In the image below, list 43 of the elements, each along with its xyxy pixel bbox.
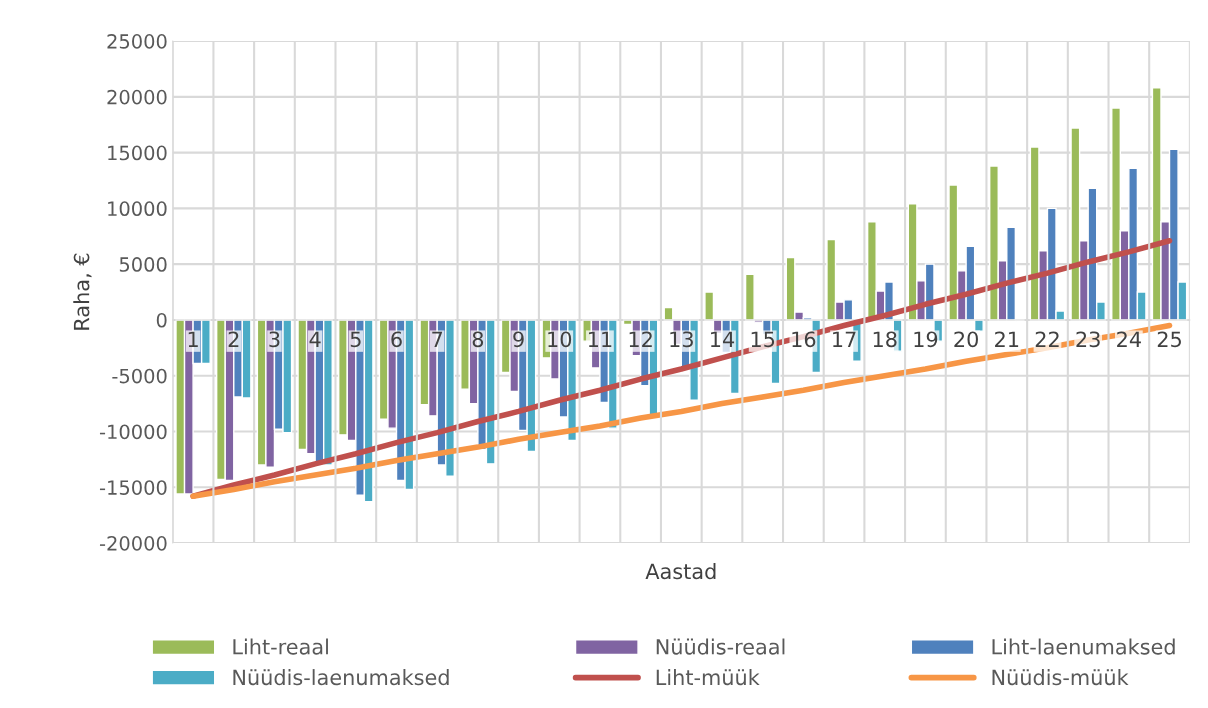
x-tick-label: 25 <box>1157 331 1181 348</box>
x-tick-label: 22 <box>1035 331 1059 347</box>
x-tick-label: 8 <box>472 331 484 348</box>
x-tick-label: 21 <box>995 331 1019 347</box>
y-tick-label: 20000 <box>107 89 167 105</box>
y-tick-label: -20000 <box>99 535 167 551</box>
x-tick-label: 17 <box>833 331 856 347</box>
y-tick-label: 15000 <box>108 145 167 161</box>
x-tick-label: 1 <box>188 331 198 347</box>
x-tick-label: 6 <box>391 331 402 348</box>
legend-label: Nüüdis-laenumaksed <box>233 669 449 686</box>
y-tick-label: 0 <box>156 312 167 328</box>
y-tick-label: 5000 <box>119 257 167 272</box>
x-tick-label: 20 <box>954 331 978 348</box>
x-tick-label: 15 <box>751 331 775 348</box>
legend-label: Nüüdis-müük <box>992 669 1129 686</box>
x-tick-label: 11 <box>588 331 612 347</box>
x-tick-label: 16 <box>792 331 816 348</box>
x-tick-label: 3 <box>269 331 280 348</box>
x-tick-label: 10 <box>548 331 572 348</box>
x-tick-label: 9 <box>513 331 524 348</box>
x-tick-label: 19 <box>914 331 938 348</box>
y-tick-label: -5000 <box>112 368 167 384</box>
x-tick-label: 7 <box>432 331 443 347</box>
x-tick-label: 13 <box>670 331 693 348</box>
legend-label: Liht-müük <box>656 669 760 686</box>
x-tick-label: 14 <box>711 331 735 347</box>
x-tick-label: 23 <box>1076 331 1100 348</box>
y-tick-label: -15000 <box>99 480 167 495</box>
x-axis-title: Aastad <box>645 563 716 580</box>
x-tick-label: 12 <box>629 331 652 347</box>
x-tick-label: 2 <box>228 331 239 347</box>
legend-label: Liht-reaal <box>233 638 328 655</box>
y-tick-label: 25000 <box>107 34 167 49</box>
x-tick-label: 5 <box>350 331 361 348</box>
y-tick-label: -10000 <box>99 424 167 440</box>
x-tick-label: 24 <box>1117 331 1141 347</box>
y-tick-label: 10000 <box>108 201 167 217</box>
y-axis-title: Raha, € <box>73 253 92 330</box>
legend-label: Nüüdis-reaal <box>656 638 785 655</box>
x-tick-label: 4 <box>309 331 321 347</box>
x-tick-label: 18 <box>873 331 897 348</box>
legend-label: Liht-laenumaksed <box>992 638 1175 655</box>
